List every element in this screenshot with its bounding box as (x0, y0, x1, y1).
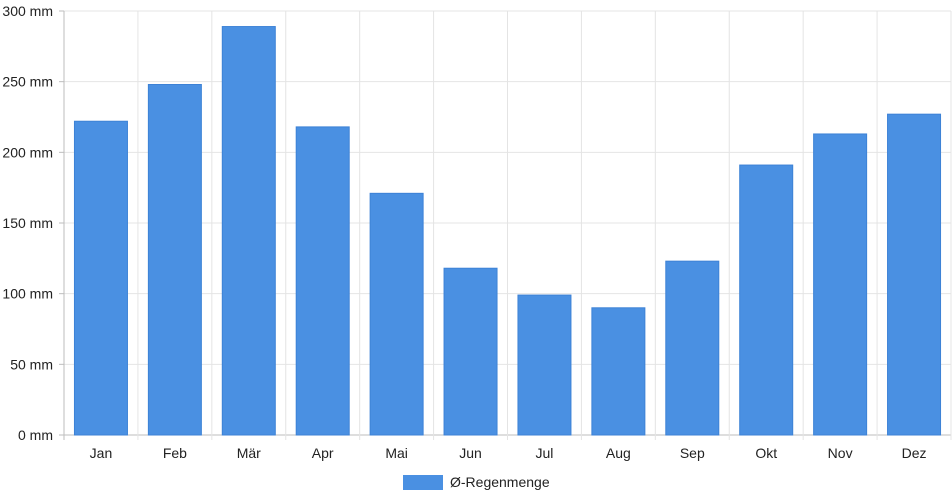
bar-mär[interactable] (221, 26, 276, 436)
legend-swatch[interactable] (403, 475, 443, 490)
y-tick-label: 50 mm (10, 356, 53, 372)
legend-label[interactable]: Ø-Regenmenge (450, 474, 550, 490)
x-tick-label: Sep (680, 445, 705, 461)
x-tick-label: Jul (536, 445, 554, 461)
bar-series (73, 26, 942, 436)
y-tick-label: 200 mm (2, 144, 53, 160)
bar-jan[interactable] (73, 120, 128, 436)
bar-jun[interactable] (443, 267, 498, 436)
x-tick-label: Mär (237, 445, 261, 461)
x-axis: Jan Feb Mär Apr Mai Jun Jul Aug Sep Okt Nov Dez (90, 445, 927, 461)
bar-okt[interactable] (739, 164, 794, 436)
x-tick-label: Jan (90, 445, 113, 461)
bar-jul[interactable] (517, 294, 572, 436)
x-tick-label: Jun (459, 445, 482, 461)
y-tick-label: 100 mm (2, 286, 53, 302)
bar-mai[interactable] (369, 192, 424, 436)
y-tick-label: 300 mm (2, 3, 53, 19)
x-tick-label: Aug (606, 445, 631, 461)
y-tick-label: 150 mm (2, 215, 53, 231)
x-tick-label: Okt (755, 445, 777, 461)
x-tick-label: Nov (828, 445, 853, 461)
y-tick-label: 0 mm (18, 427, 53, 443)
y-tick-label: 250 mm (2, 74, 53, 90)
x-tick-label: Dez (902, 445, 927, 461)
bar-aug[interactable] (591, 307, 646, 436)
chart-grid (63, 10, 952, 440)
bar-nov[interactable] (813, 133, 868, 436)
x-tick-label: Mai (385, 445, 408, 461)
y-axis: 0 mm 50 mm 100 mm 150 mm 200 mm 250 mm 300 mm (2, 3, 64, 443)
bar-sep[interactable] (665, 260, 720, 436)
x-tick-label: Feb (163, 445, 187, 461)
legend[interactable]: Ø-Regenmenge (403, 474, 550, 490)
bar-dez[interactable] (887, 113, 942, 436)
x-tick-label: Apr (312, 445, 334, 461)
bar-feb[interactable] (147, 83, 202, 436)
bar-apr[interactable] (295, 126, 350, 436)
